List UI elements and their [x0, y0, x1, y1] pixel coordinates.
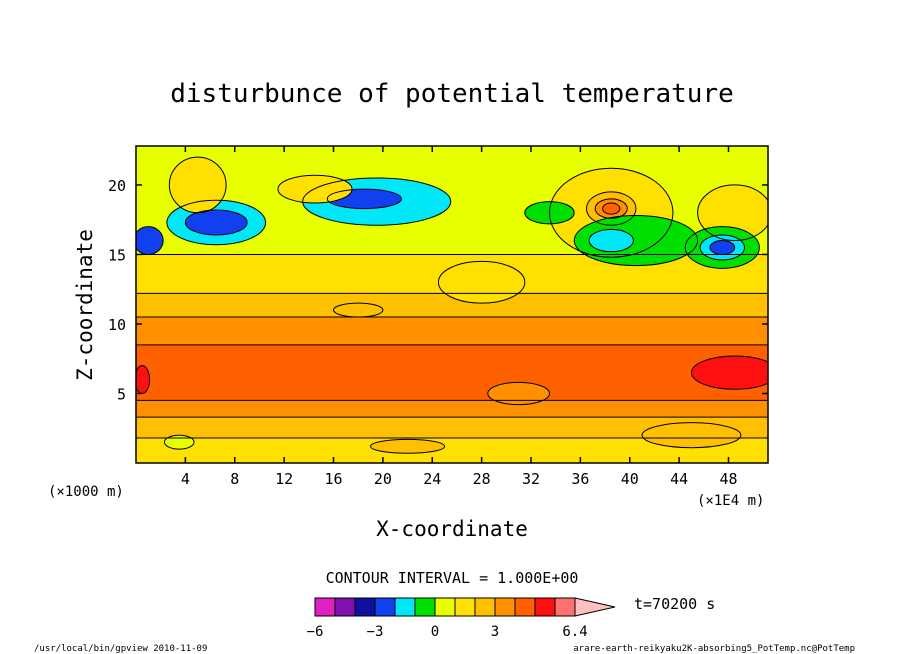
x-unit-right: (×1E4 m) [697, 493, 764, 509]
y-tick-label: 15 [108, 246, 126, 264]
colorbar-segment [454, 597, 476, 617]
colorbar [314, 597, 616, 617]
x-tick-label: 28 [473, 470, 491, 488]
contour-line [136, 365, 151, 394]
contour-cell [333, 303, 383, 318]
x-tick-label: 40 [621, 470, 639, 488]
y-tick-label: 20 [108, 177, 126, 195]
contour-cell [574, 215, 698, 266]
contour-band [136, 293, 768, 318]
contour-line [588, 228, 634, 253]
x-tick-label: 24 [423, 470, 441, 488]
colorbar-segment [314, 597, 336, 617]
x-tick-label: 48 [719, 470, 737, 488]
time-label: t=70200 s [634, 595, 715, 613]
y-axis-ticks: 5 10 15 20 [108, 177, 768, 403]
contour-cell [370, 439, 445, 454]
contour-line [277, 174, 353, 204]
chart-title: disturbunce of potential temperature [170, 79, 734, 109]
x-tick-label: 4 [181, 470, 190, 488]
colorbar-segment [494, 597, 516, 617]
contour-cell [169, 157, 227, 213]
contour-cell [691, 355, 768, 390]
contour-cell [136, 226, 164, 255]
x-tick-label: 20 [374, 470, 392, 488]
contour-line [487, 381, 551, 406]
contour-line [136, 226, 164, 255]
y-tick-label: 10 [108, 316, 126, 334]
y-tick-label: 5 [117, 385, 126, 403]
contour-band [136, 344, 768, 401]
contour-line [326, 188, 402, 210]
contour-line [602, 202, 621, 215]
contour-line [641, 422, 742, 449]
x-tick-label: 36 [571, 470, 589, 488]
contour-cell [164, 435, 195, 450]
contour-cell [589, 229, 634, 252]
colorbar-label: 0 [431, 624, 439, 640]
x-tick-label: 32 [522, 470, 540, 488]
x-tick-label: 8 [230, 470, 239, 488]
contour-line [524, 201, 575, 225]
footer-right: arare-earth-reikyaku2K-absorbing5_PotTem… [573, 644, 855, 654]
contour-line [370, 438, 446, 454]
contour-line [549, 167, 674, 258]
contour-lines [136, 156, 768, 454]
colorbar-label: −3 [367, 624, 384, 640]
contour-interval-label: CONTOUR INTERVAL = 1.000E+00 [326, 569, 579, 587]
contour-line [168, 156, 227, 214]
contour-line [184, 209, 248, 236]
contour-line [573, 215, 699, 267]
colorbar-segment [474, 597, 496, 617]
contour-line [699, 234, 746, 261]
x-axis-ticks: 4 8 12 16 20 24 28 32 36 40 44 48 [181, 146, 738, 488]
plot-frame [135, 145, 769, 464]
x-tick-label: 16 [324, 470, 342, 488]
colorbar-labels: −6 −3 0 3 6.4 [307, 624, 588, 640]
contour-cell [185, 209, 248, 235]
contour-line [333, 302, 384, 318]
colorbar-segment [534, 597, 556, 617]
contour-cell [438, 261, 525, 304]
colorbar-segment [414, 597, 436, 617]
plot-area [136, 146, 768, 463]
contour-cell [136, 365, 150, 394]
colorbar-label: 3 [491, 624, 499, 640]
x-unit-left: (×1000 m) [48, 484, 124, 500]
contour-line [594, 198, 628, 219]
contour-line [690, 355, 768, 390]
contour-line [586, 191, 637, 226]
x-tick-label: 44 [670, 470, 688, 488]
contour-line [437, 260, 526, 304]
y-axis-label: Z-coordinate [73, 229, 97, 381]
contour-band [136, 400, 768, 418]
colorbar-segment [374, 597, 396, 617]
contour-line [709, 240, 736, 255]
colorbar-segment [514, 597, 536, 617]
colorbar-extension [574, 597, 616, 617]
contour-cell [709, 240, 735, 255]
colorbar-segment [354, 597, 376, 617]
contour-line [302, 177, 452, 226]
colorbar-segment [554, 597, 576, 617]
contour-cell [487, 382, 550, 405]
contour-line [697, 184, 768, 242]
contour-band [136, 417, 768, 438]
x-tick-label: 12 [275, 470, 293, 488]
footer-left: /usr/local/bin/gpview 2010-11-09 [34, 644, 207, 654]
colorbar-segment [434, 597, 456, 617]
contour-line [684, 226, 760, 269]
contour-cell [642, 422, 741, 448]
contour-line [163, 434, 195, 450]
contour-band [136, 317, 768, 345]
colorbar-segment [394, 597, 416, 617]
x-axis-label: X-coordinate [376, 517, 528, 541]
colorbar-label: −6 [307, 624, 324, 640]
contour-cell [602, 203, 620, 215]
contour-line [166, 199, 267, 246]
colorbar-label: 6.4 [562, 624, 587, 640]
colorbar-segment [334, 597, 356, 617]
